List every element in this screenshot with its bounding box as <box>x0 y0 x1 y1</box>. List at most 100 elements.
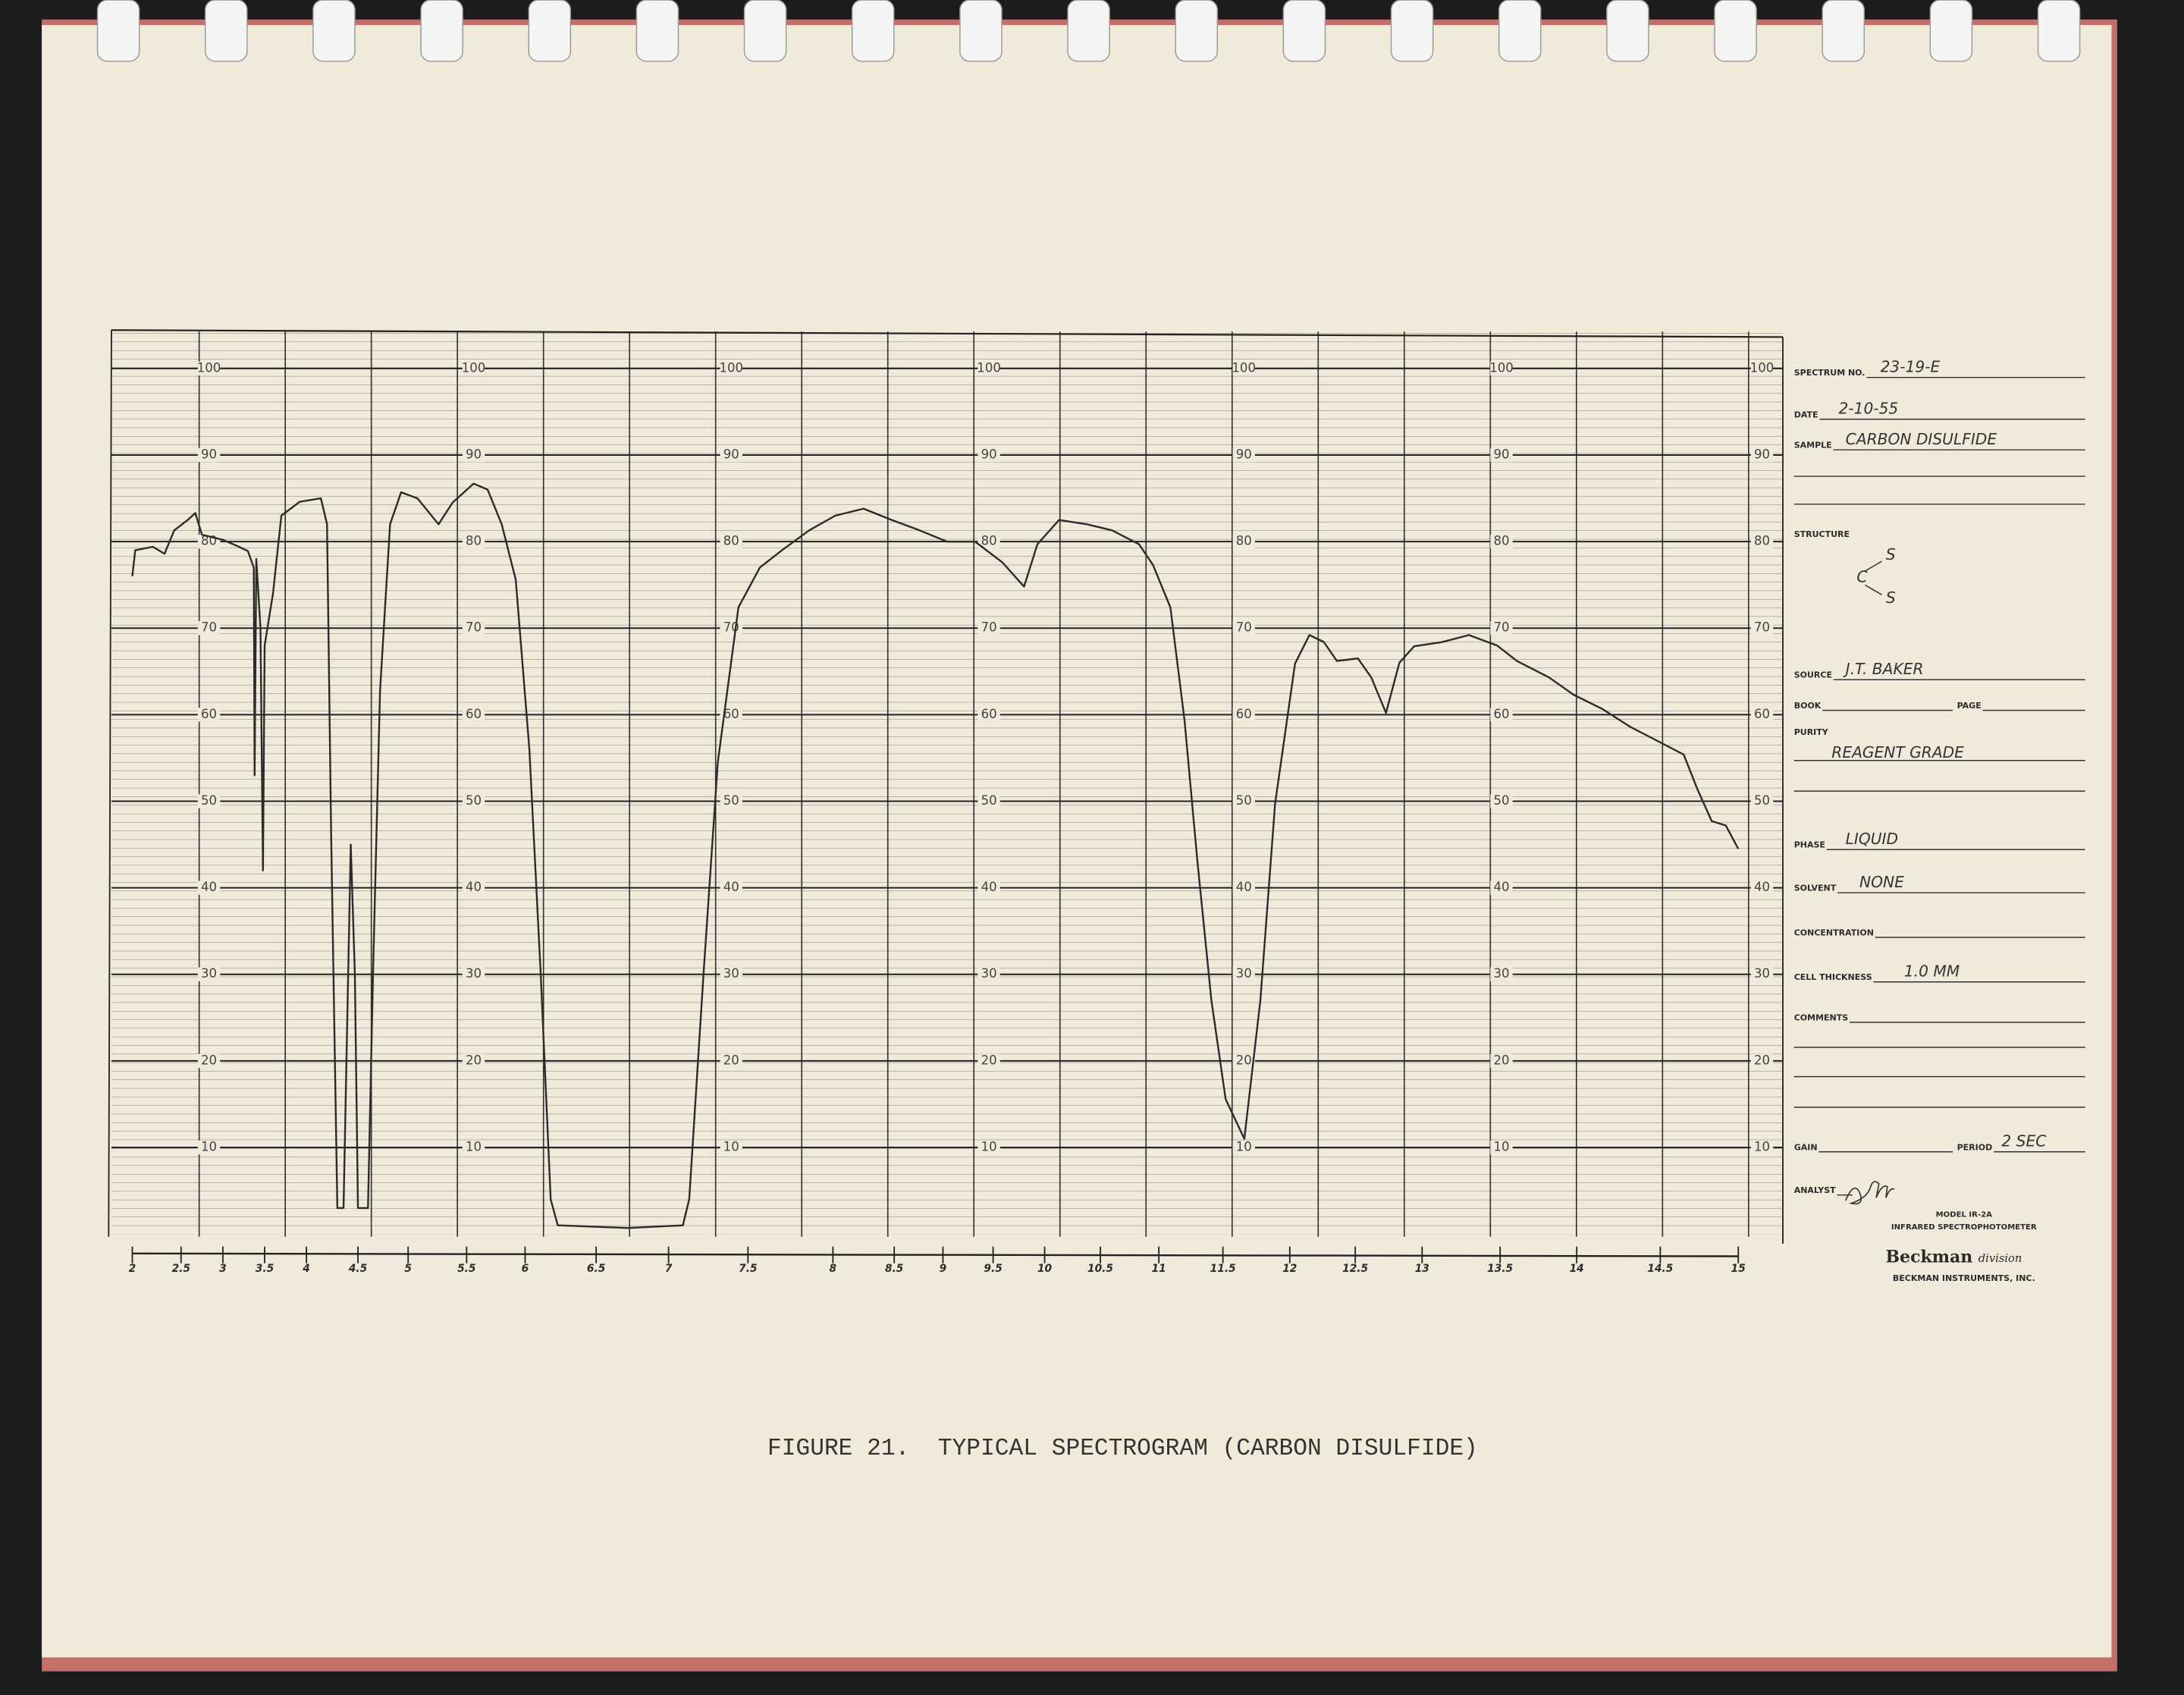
caption: FIGURE 21. TYPICAL SPECTROGRAM (CARBON D… <box>767 1436 1478 1462</box>
x-tick-label: 10.5 <box>1087 1263 1113 1275</box>
y-tick-label-bg <box>720 967 742 981</box>
x-tick-label: 9 <box>940 1263 947 1275</box>
y-tick-label-bg <box>1750 1140 1774 1155</box>
x-tick-label: 15 <box>1731 1263 1746 1275</box>
field-label: COMMENTS <box>1794 1012 1849 1022</box>
y-tick-label-bg <box>462 967 485 981</box>
binding-loop <box>1390 0 1434 62</box>
binding-loop <box>1714 0 1757 62</box>
y-tick-label: 60 <box>201 707 217 721</box>
y-tick-label-bg <box>1232 1053 1255 1069</box>
binding-loop <box>1929 0 1973 62</box>
y-tick-label-bg <box>720 708 742 722</box>
y-tick-label: 80 <box>723 534 739 548</box>
x-tick-label: 3.5 <box>256 1263 274 1275</box>
field-label: PURITY <box>1794 727 1829 737</box>
y-tick-label: 50 <box>1493 793 1509 808</box>
field-label: SAMPLE <box>1794 441 1832 450</box>
structure-atom: S <box>1886 545 1896 563</box>
y-tick-label: 30 <box>201 966 217 981</box>
y-tick-label: 90 <box>201 447 217 462</box>
y-tick-label-bg <box>977 880 1000 895</box>
y-tick-label: 40 <box>1493 880 1509 894</box>
y-tick-label-bg <box>977 621 1000 636</box>
y-tick-label-bg <box>197 621 221 636</box>
y-tick-label-bg <box>1750 447 1774 463</box>
y-tick-label: 60 <box>1493 707 1509 721</box>
chart-top-edge <box>111 329 1784 338</box>
y-tick-label-bg <box>197 967 221 981</box>
binding-loop <box>851 0 895 62</box>
y-tick-label-bg <box>1232 967 1255 981</box>
y-tick-label: 90 <box>981 447 997 462</box>
y-tick-label: 20 <box>723 1053 739 1067</box>
field-value: 23-19-E <box>1881 357 1941 375</box>
y-tick-label: 70 <box>466 620 482 635</box>
y-tick-label: 100 <box>1232 360 1256 375</box>
y-tick-label: 40 <box>1754 880 1770 894</box>
field-label: STRUCTURE <box>1794 529 1850 539</box>
y-tick-label: 40 <box>201 880 217 894</box>
y-tick-label-bg <box>1490 534 1513 549</box>
y-tick-label-bg <box>1232 621 1255 636</box>
y-tick-label: 30 <box>723 966 739 981</box>
binding-loop <box>528 0 572 62</box>
y-tick-label-bg <box>1750 967 1774 981</box>
field-value: 2-10-55 <box>1838 399 1898 417</box>
y-tick-label-bg <box>462 447 485 463</box>
y-tick-label-bg <box>1490 621 1513 636</box>
y-tick-label: 40 <box>466 880 482 894</box>
y-tick-label-bg <box>1750 534 1774 549</box>
field-value: CARBON DISULFIDE <box>1846 430 1997 448</box>
y-tick-label: 10 <box>1236 1140 1252 1154</box>
y-tick-label: 80 <box>981 534 997 548</box>
y-tick-label: 100 <box>1489 360 1514 375</box>
x-tick-label: 9.5 <box>984 1263 1002 1275</box>
y-tick-label-bg <box>1490 1140 1513 1155</box>
y-tick-label-bg <box>720 794 742 808</box>
y-tick-label: 30 <box>466 966 482 981</box>
x-tick-label: 3 <box>219 1263 227 1275</box>
y-tick-label-bg <box>1490 447 1513 463</box>
y-tick-label-bg <box>1232 361 1255 376</box>
x-tick-label: 14.5 <box>1647 1263 1673 1275</box>
x-tick-label: 8 <box>830 1263 837 1275</box>
x-tick-label: 5.5 <box>457 1263 475 1275</box>
chart-left-edge <box>108 330 112 1237</box>
y-tick-label-bg <box>1232 1140 1255 1155</box>
form-blank-lines <box>1793 476 2085 1108</box>
instrument-model: MODEL IR-2A <box>1936 1210 1993 1219</box>
field-value: NONE <box>1859 873 1904 891</box>
field-label: PAGE <box>1957 701 1982 711</box>
y-tick-label: 40 <box>723 880 739 894</box>
binding-loop <box>743 0 787 62</box>
y-tick-label: 70 <box>201 620 217 635</box>
y-tick-label-bg <box>462 880 485 895</box>
y-tick-label-bg <box>720 447 742 463</box>
structure-bonds <box>1865 560 1882 595</box>
y-tick-label: 20 <box>1236 1053 1252 1067</box>
y-tick-label-bg <box>977 534 1000 549</box>
chart-grid-minor <box>111 330 1784 1235</box>
analyst-signature <box>1844 1181 1895 1205</box>
y-tick-label: 40 <box>981 880 997 894</box>
instrument-name: INFRARED SPECTROPHOTOMETER <box>1891 1223 2037 1232</box>
y-tick-label-bg <box>1750 794 1774 808</box>
y-tick-label: 50 <box>201 793 217 808</box>
y-tick-label: 60 <box>466 707 482 721</box>
y-tick-label: 30 <box>981 966 997 981</box>
y-tick-label-bg <box>977 794 1000 808</box>
field-label: SPECTRUM NO. <box>1794 368 1866 378</box>
y-tick-label-bg <box>197 447 221 463</box>
y-tick-label-bg <box>720 880 742 895</box>
y-tick-label-bg <box>197 361 221 376</box>
binding-loop <box>1067 0 1110 62</box>
field-label: GAIN <box>1794 1142 1818 1152</box>
y-tick-label-bg <box>720 1140 742 1155</box>
structure-atom: S <box>1886 589 1896 607</box>
spectrum-trace <box>131 482 1740 1229</box>
binding-loop <box>2037 0 2081 62</box>
y-tick-label-bg <box>720 361 742 376</box>
binding-loop <box>1822 0 1866 62</box>
structure-atom: C <box>1856 568 1868 586</box>
